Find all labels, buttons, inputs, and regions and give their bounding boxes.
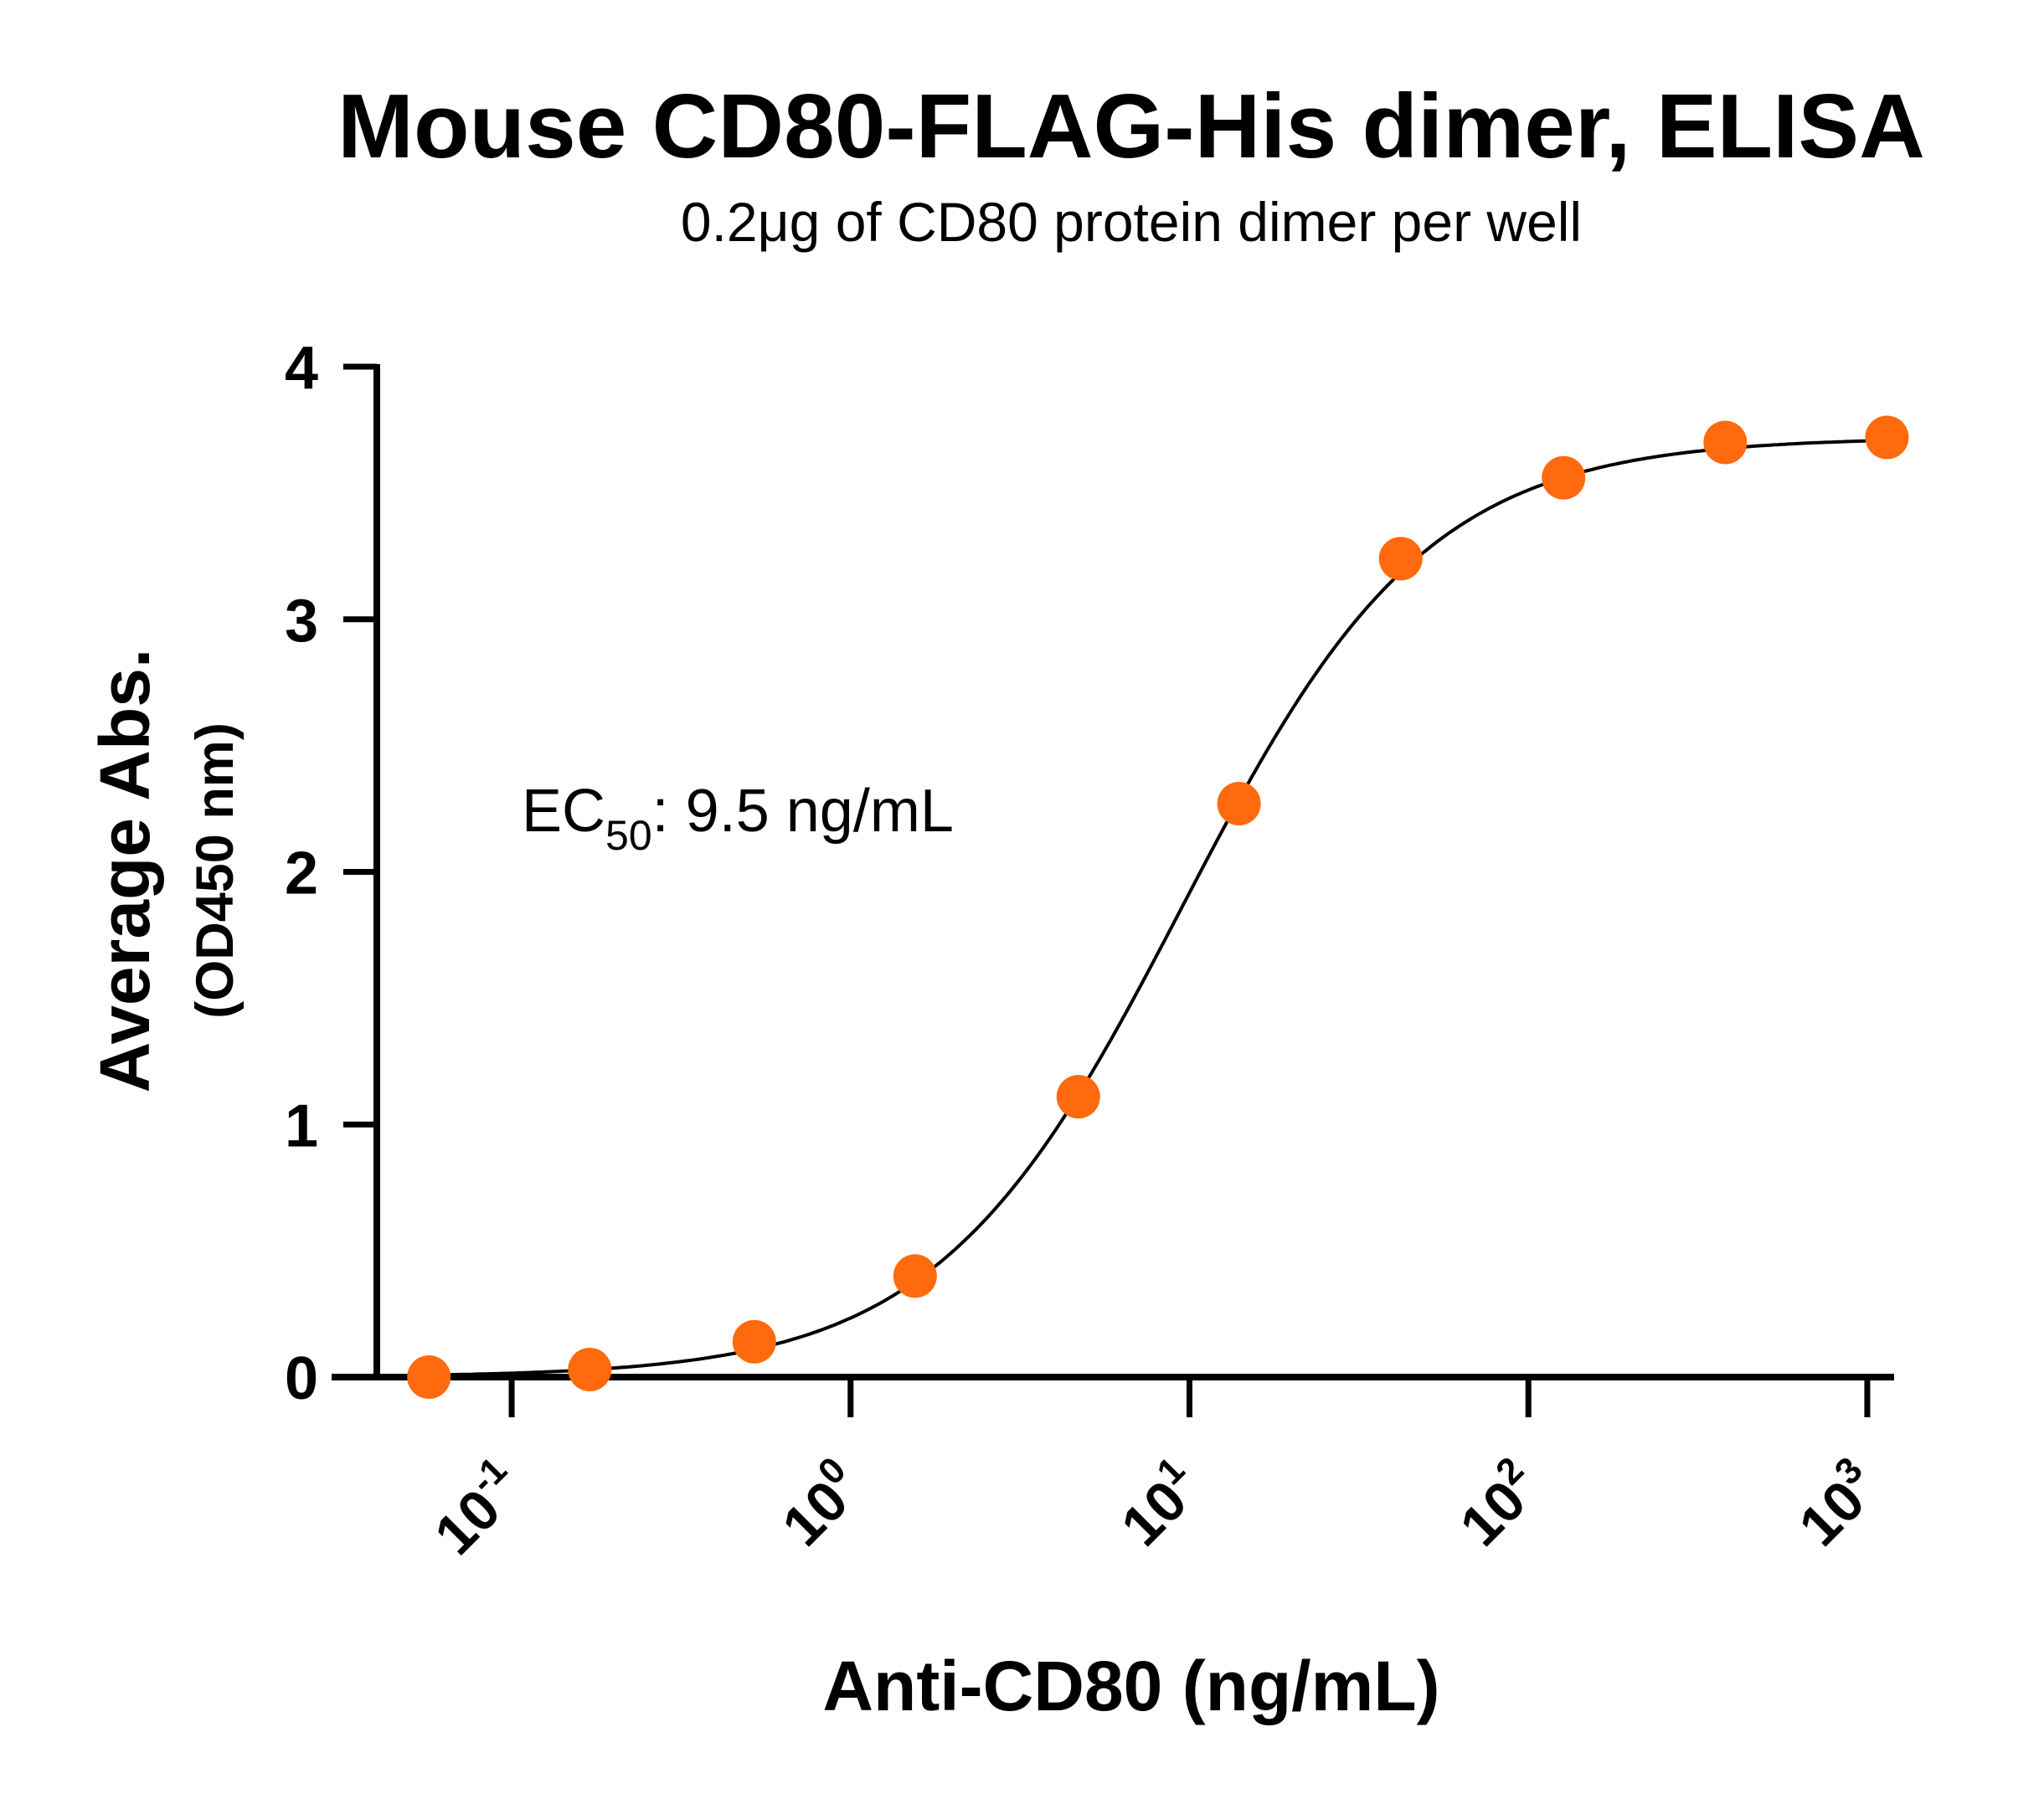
plot-area: 0 1 2 3 4 10-1 100 101 102 103: [285, 335, 1909, 1567]
ec50-annotation: EC50: 9.5 ng/mL: [522, 778, 954, 859]
y-axis-subtitle: (OD450 nm): [186, 722, 245, 1019]
data-point: [893, 1254, 937, 1298]
chart-title: Mouse CD80-FLAG-His dimer, ELISA: [337, 75, 1925, 177]
x-axis-title: Anti-CD80 (ng/mL): [822, 1647, 1439, 1725]
ec50-prefix: EC: [522, 778, 605, 845]
data-point: [1056, 1075, 1100, 1119]
y-tick-label: 1: [285, 1092, 318, 1159]
data-point: [1542, 455, 1586, 500]
data-point: [1378, 537, 1423, 581]
chart-subtitle: 0.2μg of CD80 protein dimer per well: [681, 191, 1582, 253]
ec50-value: : 9.5 ng/mL: [652, 778, 954, 845]
data-point: [1865, 415, 1909, 460]
y-axis-title: Average Abs.: [85, 649, 164, 1093]
y-tick-label: 4: [285, 335, 318, 402]
fit-curve: [429, 439, 1887, 1377]
data-point: [1703, 420, 1748, 465]
x-tick-label: 102: [1444, 1449, 1552, 1558]
x-tick-label: 101: [1104, 1449, 1213, 1558]
data-point: [568, 1347, 612, 1391]
x-tick-label: 103: [1782, 1449, 1891, 1558]
x-tick-label: 100: [765, 1449, 874, 1558]
x-tick-label: 10-1: [418, 1449, 536, 1567]
data-point: [732, 1319, 776, 1364]
y-tick-label: 0: [285, 1345, 318, 1412]
y-tick-label: 2: [285, 840, 318, 907]
data-point: [1217, 782, 1261, 826]
ec50-subscript: 50: [605, 812, 652, 859]
y-axis-title-group: Average Abs. (OD450 nm): [85, 649, 245, 1093]
data-point: [407, 1355, 451, 1399]
y-tick-label: 3: [285, 588, 318, 655]
